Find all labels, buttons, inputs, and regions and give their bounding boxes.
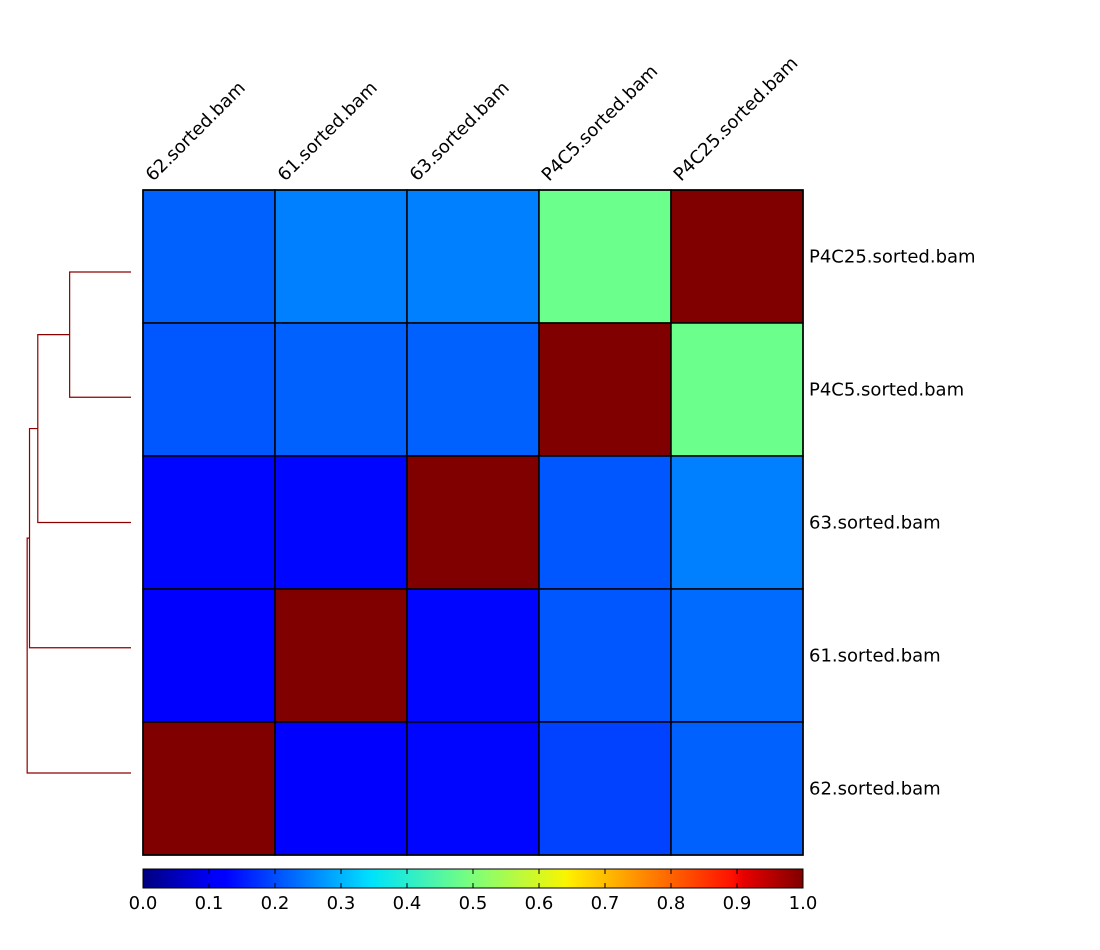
heatmap-cell [274, 322, 408, 457]
row-label: 62.sorted.bam [809, 779, 941, 800]
dendrogram [26, 271, 131, 774]
heatmap-cell [538, 455, 672, 590]
dendrogram-link [37, 334, 131, 524]
row-label: 61.sorted.bam [809, 646, 941, 667]
row-labels: P4C25.sorted.bam P4C5.sorted.bam 63.sorted… [809, 247, 976, 800]
row-label: 63.sorted.bam [809, 513, 941, 534]
heatmap-cell [670, 189, 804, 324]
heatmap-cell [406, 721, 540, 856]
heatmap-cell [538, 189, 672, 324]
heatmap-cell [274, 189, 408, 324]
colorbar-tick-label: 1.0 [789, 893, 818, 914]
heatmap-cell [406, 322, 540, 457]
heatmap-cell [142, 455, 276, 590]
colorbar-tick-label: 0.0 [129, 893, 158, 914]
heatmap-cell [142, 189, 276, 324]
heatmap-cell [142, 721, 276, 856]
column-labels: 62.sorted.bam 61.sorted.bam 63.sorted.bam P… [142, 53, 803, 186]
row-label: P4C5.sorted.bam [809, 380, 964, 401]
heatmap-cell [538, 322, 672, 457]
heatmap-cell [670, 322, 804, 457]
heatmap-cell [538, 588, 672, 723]
heatmap-cell [142, 322, 276, 457]
column-label: P4C5.sorted.bam [538, 61, 663, 186]
colorbar-tick-label: 0.6 [525, 893, 554, 914]
dendrogram-link [69, 271, 131, 398]
colorbar-tick-label: 0.3 [327, 893, 356, 914]
heatmap-cell [142, 588, 276, 723]
heatmap-cell [274, 455, 408, 590]
heatmap-cell [670, 588, 804, 723]
heatmap-cell [670, 721, 804, 856]
heatmap-cell [274, 588, 408, 723]
colorbar-tick-label: 0.9 [723, 893, 752, 914]
heatmap-cell [406, 455, 540, 590]
colorbar-tick-label: 0.2 [261, 893, 290, 914]
heatmap-cell [406, 189, 540, 324]
colorbar: 0.0 0.1 0.2 0.3 0.4 0.5 0.6 0.7 0.8 0.9 1.0 [129, 868, 818, 914]
heatmap-frame [142, 189, 804, 856]
colorbar-tick-label: 0.1 [195, 893, 224, 914]
colorbar-tick-label: 0.5 [459, 893, 488, 914]
heatmap-cells [142, 189, 804, 856]
column-label: 62.sorted.bam [142, 78, 250, 186]
column-label: 63.sorted.bam [406, 78, 514, 186]
dendrogram-link [26, 537, 131, 774]
colorbar-tick-label: 0.8 [657, 893, 686, 914]
heatmap-cell [670, 455, 804, 590]
colorbar-tick-label: 0.7 [591, 893, 620, 914]
column-label: P4C25.sorted.bam [670, 53, 803, 186]
heatmap-cell [538, 721, 672, 856]
column-label: 61.sorted.bam [274, 78, 382, 186]
colorbar-ticks: 0.0 0.1 0.2 0.3 0.4 0.5 0.6 0.7 0.8 0.9 1.0 [129, 869, 818, 914]
row-label: P4C25.sorted.bam [809, 247, 976, 268]
dendrogram-link [28, 427, 131, 649]
heatmap-cell [406, 588, 540, 723]
colorbar-tick-label: 0.4 [393, 893, 422, 914]
heatmap-cell [274, 721, 408, 856]
